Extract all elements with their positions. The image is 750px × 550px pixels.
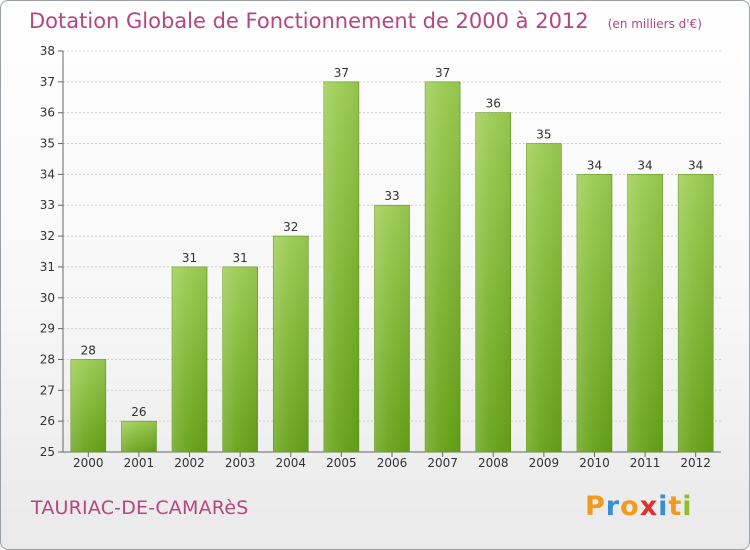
chart-title: Dotation Globale de Fonctionnement de 20… <box>29 9 589 33</box>
data-label: 34 <box>637 158 652 172</box>
bar-shine <box>273 236 309 452</box>
data-label: 36 <box>486 97 501 111</box>
bar-shine <box>678 174 714 452</box>
chart-unit: (en milliers d'€) <box>607 17 702 31</box>
logo-letter: i <box>658 491 669 522</box>
bar-shine <box>425 81 461 452</box>
logo-letter: o <box>620 491 640 522</box>
bar-shine <box>374 205 410 452</box>
data-label: 26 <box>131 405 146 419</box>
proxiti-logo[interactable]: Proxiti <box>585 491 693 522</box>
data-label: 34 <box>587 158 602 172</box>
x-tick-label: 2012 <box>680 456 711 470</box>
x-tick-label: 2001 <box>124 456 155 470</box>
data-label: 31 <box>182 251 197 265</box>
data-label: 32 <box>283 220 298 234</box>
bar-shine <box>576 174 612 452</box>
bars <box>70 81 714 453</box>
bar-shine <box>222 266 258 452</box>
title-row: Dotation Globale de Fonctionnement de 20… <box>29 9 702 33</box>
bar-shine <box>172 266 208 452</box>
bar-shine <box>70 359 106 452</box>
data-label: 37 <box>435 66 450 80</box>
logo-letter: x <box>639 491 659 522</box>
labels: 28 2000 26 2001 31 2002 31 2003 32 2004 37 2005 33 20… <box>73 66 711 470</box>
data-label: 37 <box>334 66 349 80</box>
logo-letter: i <box>682 491 693 522</box>
x-tick-label: 2010 <box>579 456 610 470</box>
logo-letter: P <box>585 491 606 522</box>
x-tick-label: 2008 <box>478 456 509 470</box>
x-tick-label: 2007 <box>427 456 458 470</box>
x-tick-label: 2011 <box>630 456 661 470</box>
bar-shine <box>526 143 562 453</box>
y-tick-label: 25 <box>40 445 55 459</box>
y-tick-label: 32 <box>40 229 55 243</box>
y-tick-label: 38 <box>40 44 55 58</box>
data-label: 28 <box>81 343 96 357</box>
x-tick-label: 2003 <box>225 456 256 470</box>
logo-letter: t <box>668 491 683 522</box>
y-tick-label: 29 <box>40 322 55 336</box>
commune-name: TAURIAC-DE-CAMARèS <box>31 497 249 519</box>
y-tick-label: 30 <box>40 291 55 305</box>
x-tick-label: 2000 <box>73 456 104 470</box>
bar-shine <box>475 112 511 452</box>
bar-shine <box>627 174 663 452</box>
bar-shine <box>323 81 359 452</box>
x-tick-label: 2006 <box>377 456 408 470</box>
x-tick-label: 2004 <box>275 456 306 470</box>
data-label: 34 <box>688 158 703 172</box>
x-tick-label: 2005 <box>326 456 357 470</box>
bar-shine <box>121 421 157 452</box>
y-tick-label: 35 <box>40 137 55 151</box>
y-tick-label: 34 <box>40 167 55 181</box>
y-tick-label: 28 <box>40 352 55 366</box>
x-tick-label: 2009 <box>529 456 560 470</box>
y-tick-label: 33 <box>40 198 55 212</box>
x-tick-label: 2002 <box>174 456 205 470</box>
y-tick-label: 26 <box>40 414 55 428</box>
y-tick-label: 27 <box>40 383 55 397</box>
y-tick-label: 36 <box>40 106 55 120</box>
data-label: 31 <box>233 251 248 265</box>
data-label: 35 <box>536 128 551 142</box>
y-tick-label: 31 <box>40 260 55 274</box>
y-tick-label: 37 <box>40 75 55 89</box>
logo-letter: r <box>605 491 621 522</box>
data-label: 33 <box>384 189 399 203</box>
